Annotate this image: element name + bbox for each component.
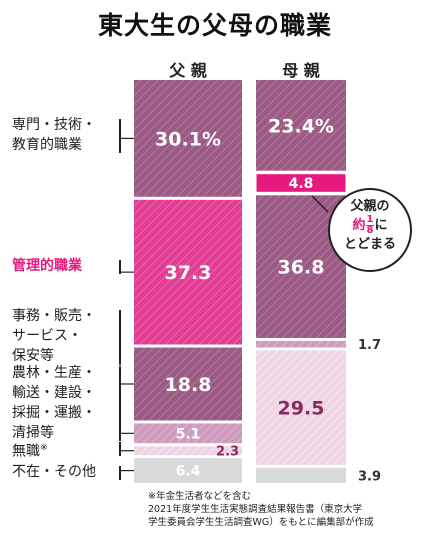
mother-bar-segment bbox=[256, 340, 346, 348]
mother-value-label: 29.5 bbox=[278, 398, 325, 420]
category-label: 不在・その他 bbox=[12, 464, 96, 480]
father-value-label: 6.4 bbox=[176, 464, 201, 480]
category-label: 農林・生産・ 輸送・建設・ 採掘・運搬・ 清掃等 bbox=[12, 365, 96, 441]
mother-value-label: 4.8 bbox=[289, 176, 314, 192]
father-bar-segment bbox=[134, 80, 242, 197]
callout-pointer bbox=[311, 195, 329, 213]
father-value-label: 5.1 bbox=[176, 426, 201, 442]
chart-title: 東大生の父母の職業 bbox=[97, 11, 332, 40]
category-label: 事務・販売・ サービス・ 保安等 bbox=[12, 308, 96, 364]
father-bar: 30.1% 37.3 18.8 5.1 2.3 6.4 bbox=[134, 80, 242, 483]
category-label: 無職※ bbox=[12, 443, 48, 460]
mother-bar-segment bbox=[255, 173, 347, 193]
father-value-label: 37.3 bbox=[165, 262, 212, 284]
father-bar-segment bbox=[134, 347, 242, 421]
callout-particle: に bbox=[374, 218, 388, 233]
mother-bar-segment bbox=[256, 80, 346, 171]
mother-bar: 23.4% 4.8 36.8 1.7 29.5 3.9 bbox=[255, 80, 381, 484]
mother-value-label: 1.7 bbox=[358, 338, 381, 353]
father-value-label: 2.3 bbox=[216, 445, 239, 460]
father-bar-segment bbox=[134, 423, 242, 444]
category-brackets bbox=[119, 119, 134, 480]
footnote: ※年金生活者などを含む 2021年度学生生活実態調査結果報告書（東京大学 学生委… bbox=[148, 491, 374, 528]
mother-bar-segment bbox=[256, 467, 346, 483]
mother-value-label: 23.4% bbox=[268, 115, 334, 137]
category-label: 管理的職業 bbox=[12, 258, 82, 274]
mother-column-header: 母 親 bbox=[282, 61, 320, 80]
father-bar-segment bbox=[134, 446, 242, 456]
callout-approx: 約 bbox=[352, 218, 366, 233]
father-column-header: 父 親 bbox=[169, 61, 207, 80]
mother-value-label: 36.8 bbox=[278, 257, 325, 279]
mother-bar-segment bbox=[256, 350, 346, 465]
father-bar-segment bbox=[134, 458, 242, 483]
father-bar-segment bbox=[134, 199, 242, 345]
callout-line-3: とどまる bbox=[343, 237, 396, 252]
mother-value-label: 3.9 bbox=[358, 469, 381, 484]
callout-line-1: 父親の bbox=[350, 199, 390, 214]
father-value-label: 30.1% bbox=[155, 128, 221, 150]
footnote-mark: ※ bbox=[40, 443, 48, 453]
category-label: 専門・技術・ 教育的職業 bbox=[12, 117, 96, 153]
father-value-label: 18.8 bbox=[165, 374, 212, 396]
